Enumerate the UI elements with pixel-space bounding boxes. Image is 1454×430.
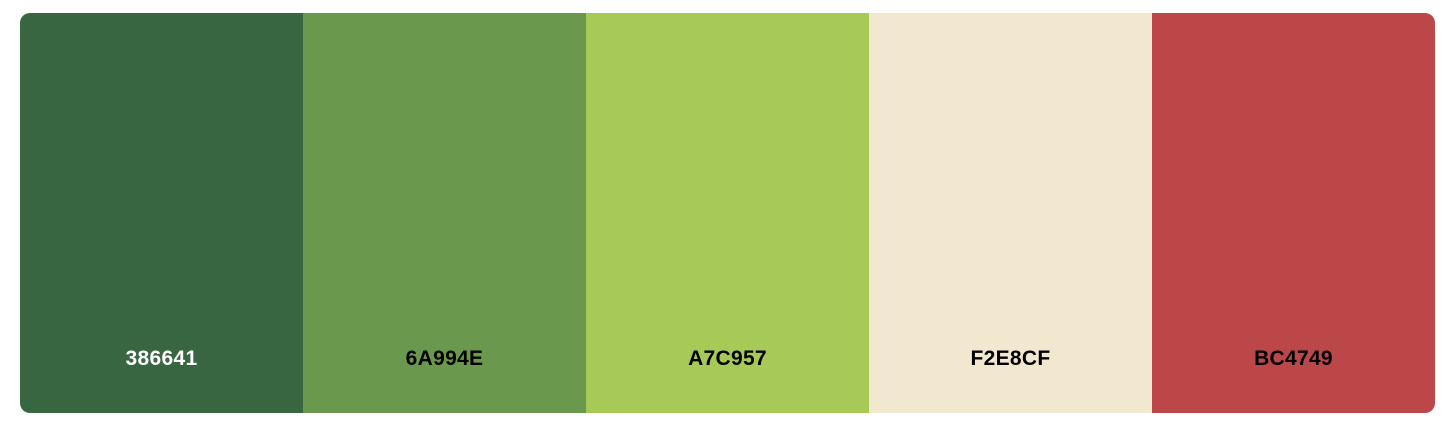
color-code-label[interactable]: 6A994E	[405, 347, 484, 370]
color-swatch-a7c957[interactable]: A7C957	[586, 13, 869, 413]
color-code-label[interactable]: 386641	[125, 347, 198, 370]
color-swatch-bc4749[interactable]: BC4749	[1152, 13, 1435, 413]
color-code-label[interactable]: A7C957	[688, 347, 767, 370]
color-code-label[interactable]: F2E8CF	[970, 347, 1051, 370]
color-code-label[interactable]: BC4749	[1254, 347, 1333, 370]
color-swatch-6a994e[interactable]: 6A994E	[303, 13, 586, 413]
color-swatch-f2e8cf[interactable]: F2E8CF	[869, 13, 1152, 413]
color-swatch-386641[interactable]: 386641	[20, 13, 303, 413]
color-palette: 386641 6A994E A7C957 F2E8CF BC4749	[20, 13, 1435, 413]
